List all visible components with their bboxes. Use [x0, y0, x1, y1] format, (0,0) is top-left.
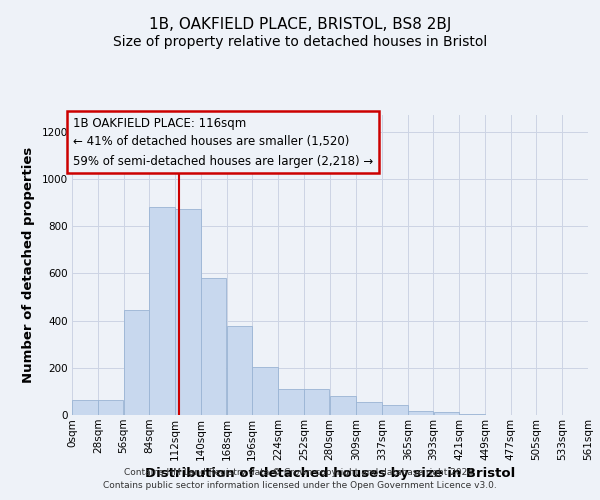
Bar	[356, 402, 382, 415]
Bar	[278, 390, 304, 415]
Y-axis label: Number of detached properties: Number of detached properties	[22, 147, 35, 383]
Bar	[408, 412, 433, 415]
Text: 1B OAKFIELD PLACE: 116sqm
← 41% of detached houses are smaller (1,520)
59% of se: 1B OAKFIELD PLACE: 116sqm ← 41% of detac…	[73, 116, 373, 168]
X-axis label: Distribution of detached houses by size in Bristol: Distribution of detached houses by size …	[145, 467, 515, 480]
Bar	[253, 366, 278, 415]
Bar	[329, 396, 356, 415]
Bar	[98, 400, 124, 415]
Bar	[304, 390, 329, 415]
Bar	[72, 400, 98, 415]
Bar	[149, 207, 175, 415]
Bar	[175, 210, 200, 415]
Text: Size of property relative to detached houses in Bristol: Size of property relative to detached ho…	[113, 35, 487, 49]
Bar	[227, 326, 252, 415]
Bar	[382, 405, 407, 415]
Bar	[460, 414, 485, 415]
Text: 1B, OAKFIELD PLACE, BRISTOL, BS8 2BJ: 1B, OAKFIELD PLACE, BRISTOL, BS8 2BJ	[149, 18, 451, 32]
Bar	[434, 412, 459, 415]
Bar	[201, 278, 226, 415]
Text: Contains public sector information licensed under the Open Government Licence v3: Contains public sector information licen…	[103, 480, 497, 490]
Text: Contains HM Land Registry data © Crown copyright and database right 2024.: Contains HM Land Registry data © Crown c…	[124, 468, 476, 477]
Bar	[124, 310, 149, 415]
